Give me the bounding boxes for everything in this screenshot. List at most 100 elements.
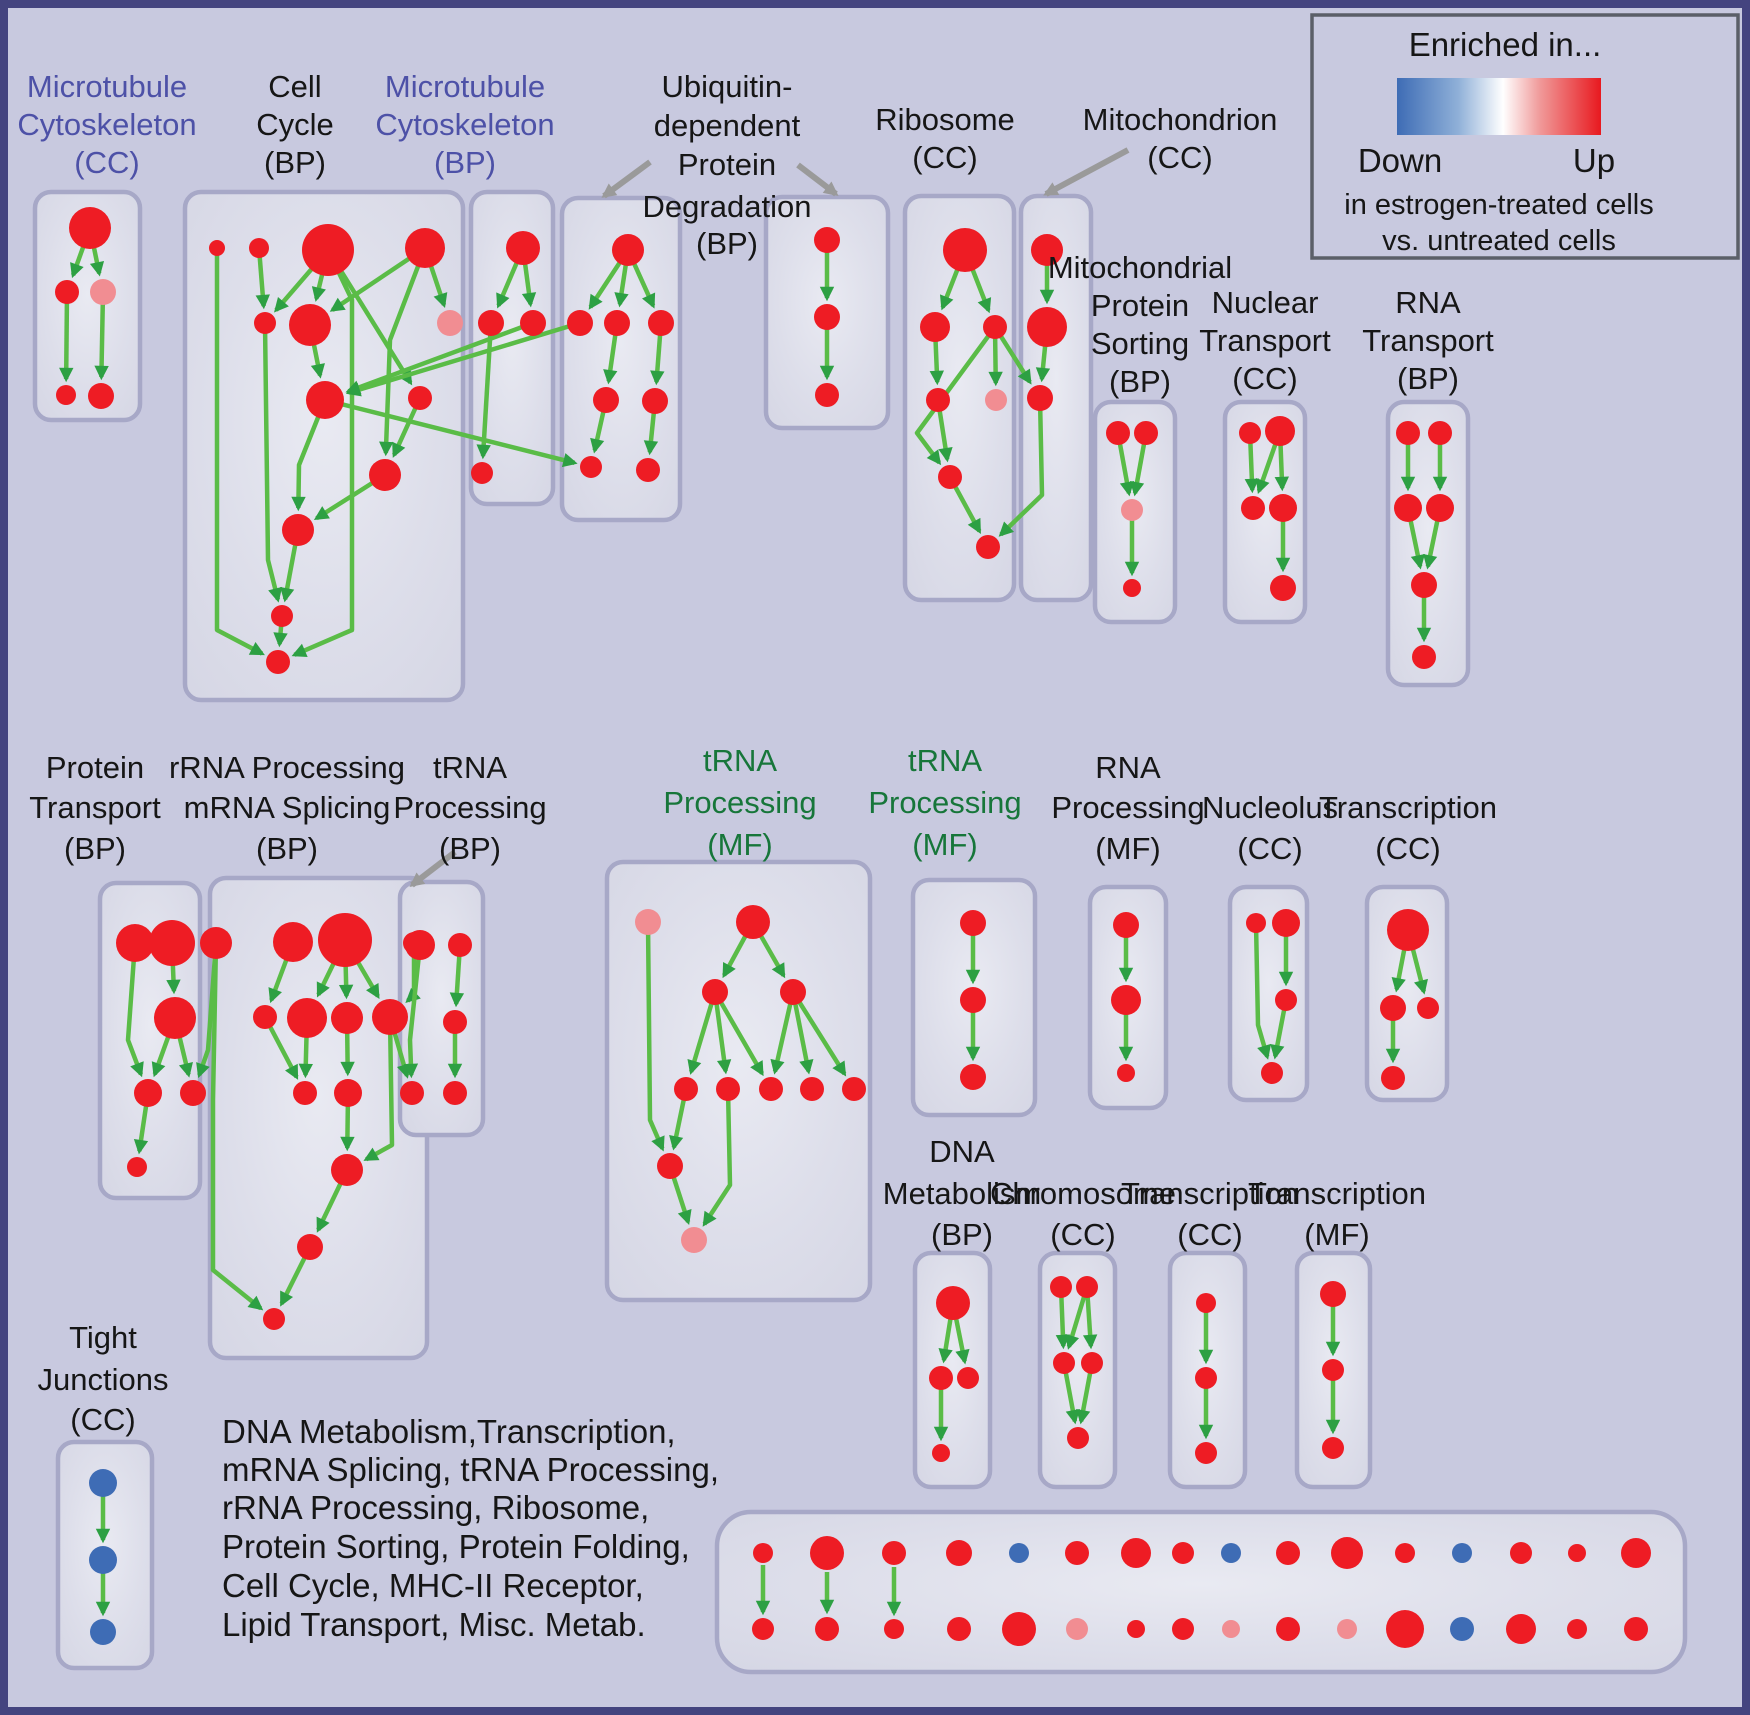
go-term-node <box>960 987 986 1013</box>
go-term-node <box>405 930 435 960</box>
legend-subtitle-line1: in estrogen-treated cells <box>1344 189 1654 221</box>
go-term-node <box>1081 1352 1103 1374</box>
go-term-node <box>293 1081 317 1105</box>
go-term-node <box>1027 385 1053 411</box>
go-term-node <box>604 310 630 336</box>
go-term-node <box>331 1154 363 1186</box>
legend-title: Enriched in... <box>1409 26 1602 63</box>
go-term-node <box>815 383 839 407</box>
go-term-node <box>932 1444 950 1462</box>
label-dna-metabolism-bp: DNA Metabolism (BP) <box>883 1134 1042 1252</box>
label-rna-transport-bp: RNA Transport (BP) <box>1362 285 1494 396</box>
go-term-node <box>1239 422 1261 444</box>
enrichment-edge <box>345 320 534 395</box>
go-term-node <box>1506 1614 1536 1644</box>
go-term-node <box>612 234 644 266</box>
go-term-node <box>1452 1543 1472 1563</box>
go-term-node <box>1395 1543 1415 1563</box>
go-term-node <box>1172 1618 1194 1640</box>
go-term-node <box>1053 1352 1075 1374</box>
enrichment-edge <box>291 399 328 512</box>
go-term-node <box>1134 421 1158 445</box>
go-term-node <box>580 456 602 478</box>
go-term-node <box>938 465 962 489</box>
group-box-microtubule-cc <box>32 189 143 423</box>
go-term-node <box>1337 1619 1357 1639</box>
go-term-node <box>1322 1437 1344 1459</box>
go-term-node <box>759 1077 783 1101</box>
go-term-node <box>408 386 432 410</box>
go-term-node <box>736 905 770 939</box>
label-ribosome-cc: Ribosome (CC) <box>875 102 1015 175</box>
go-term-node <box>657 1153 683 1179</box>
group-box-rna-transport <box>1385 399 1471 688</box>
go-term-node <box>780 979 806 1005</box>
go-term-node <box>334 1079 362 1107</box>
go-term-node <box>443 1010 467 1034</box>
go-term-node <box>983 315 1007 339</box>
label-rrna-processing-mrna-splicing-bp: rRNA Processing mRNA Splicing (BP) <box>169 750 405 866</box>
go-term-node <box>1450 1617 1474 1641</box>
enrichment-edge <box>403 944 423 1079</box>
go-term-node <box>478 310 504 336</box>
enrichment-edge <box>914 325 997 466</box>
group-box-transcription-cc-mid <box>1364 884 1450 1103</box>
go-term-node <box>1387 909 1429 951</box>
go-term-node <box>180 1080 206 1106</box>
go-term-node <box>1067 1427 1089 1449</box>
enrichment-edge <box>363 1016 395 1162</box>
enrichment-edge <box>214 248 265 656</box>
label-ubiquitin-dependent-protein-degradation-bp: Ubiquitin-dependent Protein Degradation (BP… <box>643 69 812 261</box>
go-term-node <box>1076 1276 1098 1298</box>
go-term-node <box>471 462 493 484</box>
go-term-node <box>405 228 445 268</box>
enrichment-edge <box>326 248 413 386</box>
go-term-node <box>1009 1543 1029 1563</box>
go-term-node <box>1272 909 1300 937</box>
go-term-node <box>1381 1066 1405 1090</box>
go-term-node <box>1241 496 1265 520</box>
go-term-node <box>1246 913 1266 933</box>
go-term-node <box>55 280 79 304</box>
go-term-node <box>593 387 619 413</box>
go-term-node <box>702 979 728 1005</box>
label-trna-processing-mf-1: tRNA Processing (MF) <box>663 743 816 862</box>
go-term-node <box>90 279 116 305</box>
go-term-node <box>249 238 269 258</box>
enrichment-edge <box>790 991 814 1075</box>
go-term-node <box>1621 1538 1651 1568</box>
go-term-node <box>209 240 225 256</box>
go-term-node <box>1331 1537 1363 1569</box>
go-term-node <box>1276 1541 1300 1565</box>
go-term-node <box>1412 645 1436 669</box>
go-term-node <box>289 304 331 346</box>
label-mitochondrion-cc: Mitochondrion (CC) <box>1083 102 1278 175</box>
go-term-node <box>1221 1543 1241 1563</box>
go-term-node <box>884 1619 904 1639</box>
go-term-node <box>929 1366 953 1390</box>
label-nucleolus-cc: Nucleolus (CC) <box>1202 790 1338 866</box>
group-box-strip <box>714 1509 1688 1675</box>
go-term-node <box>752 1618 774 1640</box>
go-term-node <box>842 1077 866 1101</box>
go-term-node <box>1172 1542 1194 1564</box>
legend-up-label: Up <box>1573 142 1615 179</box>
go-term-node <box>947 1617 971 1641</box>
go-term-node <box>273 922 313 962</box>
enrichment-edge <box>345 320 581 397</box>
group-box-trna-mf-1 <box>604 859 873 1303</box>
go-term-node <box>1127 1620 1145 1638</box>
label-mitochondrial-protein-sorting-bp: Mitochondrial Protein Sorting (BP) <box>1048 250 1232 399</box>
go-term-node <box>89 1546 117 1574</box>
group-box-chromosome <box>1037 1250 1118 1490</box>
label-pointer-arrow <box>796 162 839 197</box>
go-term-node <box>1394 494 1422 522</box>
go-term-node <box>116 924 154 962</box>
legend-box <box>1310 13 1740 260</box>
go-term-node <box>1196 1293 1216 1313</box>
misc-categories-text: DNA Metabolism,Transcription, mRNA Splici… <box>222 1413 719 1643</box>
go-term-node <box>1065 1541 1089 1565</box>
go-term-node <box>814 227 840 253</box>
